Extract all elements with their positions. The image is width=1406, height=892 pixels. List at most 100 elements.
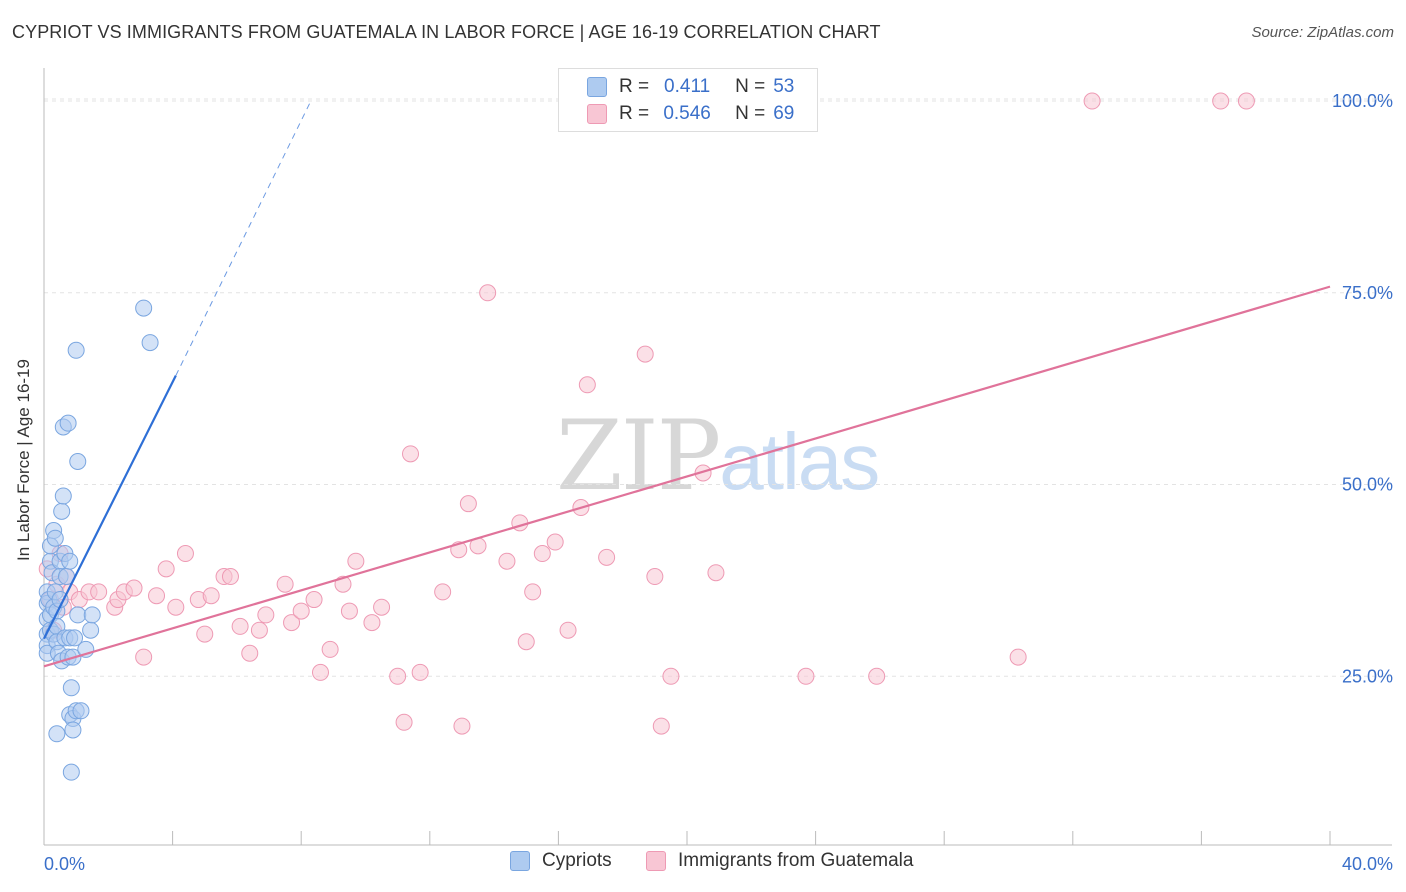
data-point-guatemala: [636, 345, 654, 363]
watermark-zip: ZIP: [556, 400, 721, 512]
data-point-guatemala: [395, 713, 413, 731]
data-point-guatemala: [411, 663, 429, 681]
watermark-atlas: atlas: [719, 417, 880, 506]
data-point-cypriots: [61, 552, 79, 570]
data-point-cypriots: [62, 763, 80, 781]
x-tick-label: 0.0%: [44, 854, 85, 874]
data-point-cypriots: [48, 725, 66, 743]
y-tick-label: 100.0%: [1332, 91, 1393, 111]
data-point-guatemala: [498, 552, 516, 570]
legend-label-guatemala: Immigrants from Guatemala: [678, 850, 914, 871]
data-point-guatemala: [402, 445, 420, 463]
data-point-guatemala: [1237, 92, 1255, 110]
data-point-guatemala: [347, 552, 365, 570]
legend-item-cypriots[interactable]: Cypriots: [510, 850, 612, 872]
data-point-guatemala: [292, 602, 310, 620]
data-point-guatemala: [125, 579, 143, 597]
data-point-guatemala: [241, 644, 259, 662]
data-point-cypriots: [53, 502, 71, 520]
data-point-guatemala: [1083, 92, 1101, 110]
y-tick-label: 75.0%: [1342, 283, 1393, 303]
data-point-guatemala: [434, 583, 452, 601]
legend-row-cypriots: R = 0.411 N = 53: [587, 75, 794, 99]
data-point-guatemala: [231, 617, 249, 635]
series-legend: Cypriots Immigrants from Guatemala: [0, 850, 1406, 878]
data-point-guatemala: [559, 621, 577, 639]
data-point-guatemala: [257, 606, 275, 624]
trendline-cypriots-extension: [175, 100, 312, 376]
data-point-cypriots: [59, 414, 77, 432]
legend-label-cypriots: Cypriots: [542, 850, 612, 871]
legend-r-label: R =: [619, 76, 650, 97]
data-point-guatemala: [797, 667, 815, 685]
data-point-guatemala: [662, 667, 680, 685]
legend-n-label: N =: [735, 103, 766, 124]
legend-item-guatemala[interactable]: Immigrants from Guatemala: [646, 850, 913, 872]
legend-swatch-pink: [646, 851, 666, 871]
legend-r-value-guatemala: 0.546: [663, 103, 711, 124]
chart-title: CYPRIOT VS IMMIGRANTS FROM GUATEMALA IN …: [12, 22, 881, 42]
data-point-guatemala: [517, 633, 535, 651]
data-point-guatemala: [196, 625, 214, 643]
data-point-guatemala: [250, 621, 268, 639]
data-point-cypriots: [46, 529, 64, 547]
data-point-cypriots: [54, 487, 72, 505]
data-point-guatemala: [283, 614, 301, 632]
data-point-guatemala: [176, 545, 194, 563]
data-point-cypriots: [62, 679, 80, 697]
x-tick-label: 40.0%: [1342, 854, 1393, 874]
legend-n-value-guatemala: 69: [773, 103, 795, 124]
data-point-cypriots: [82, 621, 100, 639]
data-point-guatemala: [479, 284, 497, 302]
data-point-guatemala: [90, 583, 108, 601]
data-point-guatemala: [157, 560, 175, 578]
data-point-guatemala: [311, 663, 329, 681]
data-point-guatemala: [652, 717, 670, 735]
data-point-guatemala: [868, 667, 886, 685]
source-label: Source: ZipAtlas.com: [1251, 24, 1394, 41]
trendline-cypriots: [43, 375, 177, 640]
data-point-guatemala: [459, 495, 477, 513]
trendline-guatemala: [43, 285, 1331, 668]
data-point-guatemala: [578, 376, 596, 394]
data-point-cypriots: [69, 453, 87, 470]
data-point-guatemala: [707, 564, 725, 582]
data-point-guatemala: [305, 591, 323, 609]
data-point-cypriots: [69, 606, 87, 624]
data-point-guatemala: [167, 598, 185, 616]
legend-swatch-blue: [510, 851, 530, 871]
watermark: ZIPatlas: [556, 400, 880, 512]
data-point-guatemala: [340, 602, 358, 620]
data-point-guatemala: [135, 648, 153, 666]
legend-n-value-cypriots: 53: [773, 76, 795, 97]
data-point-cypriots: [66, 629, 84, 647]
legend-swatch-blue: [587, 77, 607, 97]
data-point-guatemala: [646, 568, 664, 586]
data-point-guatemala: [202, 587, 220, 605]
data-point-guatemala: [363, 614, 381, 632]
data-point-cypriots: [72, 702, 90, 720]
data-point-guatemala: [524, 583, 542, 601]
data-point-guatemala: [148, 587, 166, 605]
y-tick-label: 50.0%: [1342, 475, 1393, 495]
legend-row-guatemala: R = 0.546 N = 69: [587, 102, 794, 126]
data-point-guatemala: [1009, 648, 1027, 666]
y-tick-label: 25.0%: [1342, 666, 1393, 686]
legend-swatch-pink: [587, 104, 607, 124]
data-point-cypriots: [135, 299, 153, 317]
data-point-guatemala: [276, 575, 294, 593]
data-point-guatemala: [533, 545, 551, 563]
data-point-guatemala: [373, 598, 391, 616]
legend-n-label: N =: [735, 76, 766, 97]
data-point-cypriots: [141, 334, 159, 352]
legend-r-label: R =: [619, 103, 650, 124]
legend-r-value-cypriots: 0.411: [664, 76, 711, 97]
data-point-guatemala: [389, 667, 407, 685]
data-point-guatemala: [1212, 92, 1230, 110]
data-point-guatemala: [221, 568, 239, 586]
data-point-cypriots: [64, 721, 82, 739]
data-point-cypriots: [83, 606, 101, 624]
correlation-legend: R = 0.411 N = 53 R = 0.546 N = 69: [558, 68, 818, 132]
data-point-cypriots: [67, 341, 85, 359]
